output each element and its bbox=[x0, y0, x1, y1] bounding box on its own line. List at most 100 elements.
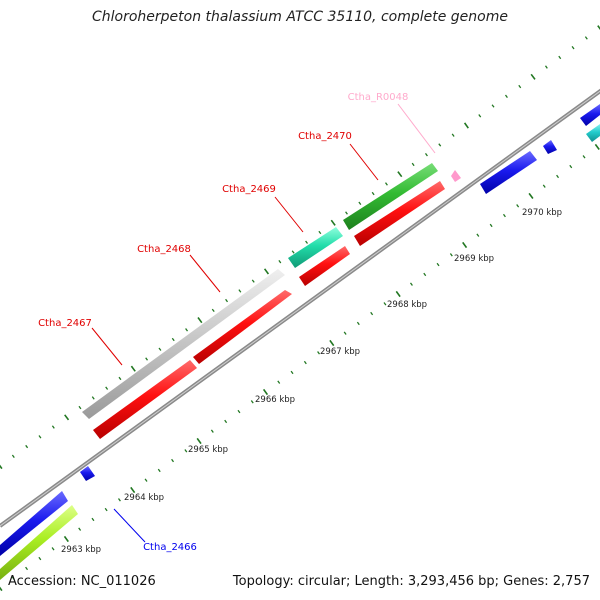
scale-dot bbox=[105, 386, 109, 390]
scale-dot bbox=[462, 241, 468, 249]
scale-dot bbox=[158, 347, 162, 351]
scale-dot bbox=[185, 328, 189, 332]
label-ctha-2467[interactable]: Ctha_2467 bbox=[38, 318, 92, 329]
gene-blue-small-left[interactable] bbox=[80, 466, 95, 481]
scale-dot bbox=[329, 339, 335, 347]
scale-dot bbox=[38, 435, 42, 439]
genome-backbone bbox=[0, 88, 600, 528]
scale-dot bbox=[558, 55, 562, 60]
scale-dot bbox=[303, 360, 307, 365]
gene-blue-edge-top[interactable] bbox=[580, 104, 600, 126]
scale-dot bbox=[262, 388, 269, 396]
scale-dot bbox=[130, 365, 136, 372]
scale-dot bbox=[238, 289, 242, 293]
scale-dot bbox=[0, 464, 3, 470]
outer-scale-dots bbox=[0, 25, 600, 470]
gene-red-2469[interactable] bbox=[299, 246, 350, 286]
scale-dot bbox=[224, 419, 228, 424]
gene-red-2467[interactable] bbox=[93, 360, 197, 439]
tick-label: 2966 kbp bbox=[255, 395, 295, 405]
scale-dot bbox=[251, 279, 255, 283]
scale-dot bbox=[171, 458, 175, 463]
scale-dot bbox=[11, 576, 15, 580]
scale-dot bbox=[210, 429, 214, 433]
scale-dot bbox=[502, 213, 506, 218]
scale-dot bbox=[489, 223, 493, 228]
tick-label: 2963 kbp bbox=[61, 545, 101, 555]
label-ctha-2468[interactable]: Ctha_2468 bbox=[137, 244, 191, 255]
scale-dot bbox=[171, 337, 175, 342]
scale-dot bbox=[63, 535, 69, 543]
kbp-tick-labels: 2963 kbp 2964 kbp 2965 kbp 2966 kbp 2967… bbox=[61, 208, 562, 555]
scale-dot bbox=[449, 253, 453, 257]
scale-dot bbox=[478, 114, 482, 118]
inner-scale-dots bbox=[0, 143, 600, 592]
scale-dot bbox=[197, 317, 203, 324]
gene-labels: Ctha_R0048 Ctha_2470 Ctha_2469 Ctha_2468… bbox=[38, 92, 436, 553]
scale-dot bbox=[409, 282, 413, 286]
gene-blue-left[interactable] bbox=[0, 491, 68, 556]
scale-dot bbox=[371, 191, 375, 196]
scale-dot bbox=[317, 351, 321, 355]
scale-dot bbox=[25, 566, 29, 571]
scale-dot bbox=[424, 153, 428, 157]
gene-red-2468[interactable] bbox=[193, 290, 292, 364]
gene-green[interactable] bbox=[343, 163, 438, 230]
scale-dot bbox=[476, 233, 480, 237]
label-ctha-2466[interactable]: Ctha_2466 bbox=[143, 542, 197, 553]
scale-dot bbox=[569, 164, 573, 169]
scale-dot bbox=[556, 174, 560, 179]
reverse-strand bbox=[0, 151, 537, 580]
scale-dot bbox=[196, 437, 202, 445]
scale-dot bbox=[211, 308, 215, 312]
scale-dot bbox=[345, 211, 348, 215]
scale-dot bbox=[51, 547, 55, 551]
label-ctha-2470[interactable]: Ctha_2470 bbox=[298, 131, 352, 142]
scale-dot bbox=[451, 133, 455, 137]
scale-dot bbox=[423, 272, 427, 277]
gene-teal[interactable] bbox=[288, 227, 343, 268]
scale-dot bbox=[130, 486, 136, 494]
scale-dot bbox=[91, 396, 95, 400]
scale-dot bbox=[330, 219, 336, 226]
scale-dot bbox=[51, 425, 55, 429]
scale-dot bbox=[237, 409, 241, 414]
tick-label: 2970 kbp bbox=[522, 208, 562, 218]
gene-red-2470[interactable] bbox=[354, 181, 445, 246]
tick-label: 2967 kbp bbox=[320, 347, 360, 357]
scale-dot bbox=[118, 376, 122, 381]
scale-dot bbox=[370, 311, 374, 316]
gene-blue-small-right[interactable] bbox=[543, 140, 557, 154]
gene-lime-left[interactable] bbox=[0, 505, 78, 580]
scale-dot bbox=[411, 162, 415, 167]
scale-dot bbox=[436, 262, 440, 267]
scale-dot bbox=[383, 302, 387, 306]
gene-blue-right[interactable] bbox=[480, 151, 537, 194]
scale-dot bbox=[318, 230, 322, 235]
gene-gray[interactable] bbox=[82, 269, 285, 419]
scale-dot bbox=[491, 104, 495, 108]
label-ctha-2469[interactable]: Ctha_2469 bbox=[222, 184, 276, 195]
gene-pink-small[interactable] bbox=[451, 170, 461, 182]
scale-dot bbox=[463, 122, 469, 129]
scale-dot bbox=[25, 444, 29, 449]
scale-dot bbox=[305, 240, 309, 244]
scale-dot bbox=[438, 143, 442, 147]
scale-dot bbox=[584, 36, 588, 40]
scale-dot bbox=[144, 478, 148, 482]
scale-dot bbox=[117, 498, 121, 502]
scale-dot bbox=[38, 556, 42, 561]
scale-dot bbox=[11, 454, 15, 458]
accession-text: Accession: NC_011026 bbox=[8, 574, 156, 589]
forward-strand bbox=[80, 104, 600, 481]
scale-dot bbox=[518, 84, 522, 89]
scale-dot bbox=[184, 449, 188, 453]
label-ctha-r0048[interactable]: Ctha_R0048 bbox=[348, 92, 409, 103]
scale-dot bbox=[530, 73, 536, 80]
scale-dot bbox=[225, 298, 229, 303]
scale-dot bbox=[395, 290, 401, 298]
scale-dot bbox=[516, 204, 520, 208]
gene-cyan-edge[interactable] bbox=[586, 124, 600, 142]
